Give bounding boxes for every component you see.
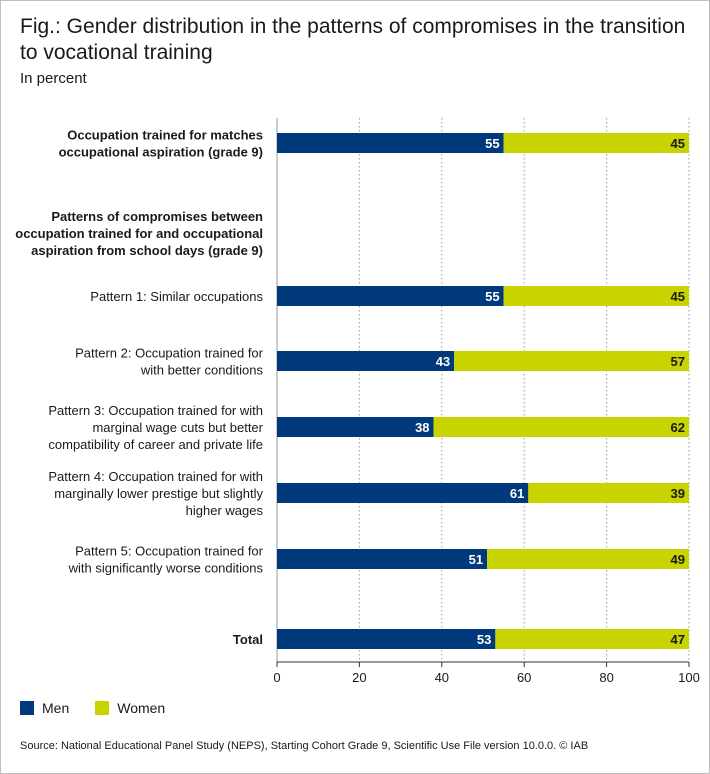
- data-label-men: 38: [415, 420, 429, 435]
- category-label: Pattern 5: Occupation trained for with si…: [68, 544, 264, 576]
- bar-women: [495, 629, 689, 649]
- x-tick-label: 20: [352, 670, 366, 685]
- source-note: Source: National Educational Panel Study…: [20, 740, 589, 752]
- bar-women: [503, 133, 689, 153]
- data-label-women: 39: [671, 486, 685, 501]
- bar-women: [454, 351, 689, 371]
- legend-swatch-women: [95, 701, 110, 715]
- legend-swatch-men: [20, 701, 34, 715]
- data-label-women: 45: [671, 136, 685, 151]
- data-label-men: 51: [469, 552, 483, 567]
- bar-men: [277, 629, 496, 649]
- legend-item-women: Women: [95, 700, 165, 716]
- bar-men: [277, 133, 504, 153]
- data-label-men: 61: [510, 486, 524, 501]
- bar-women: [503, 286, 689, 306]
- data-label-women: 49: [671, 552, 685, 567]
- legend: Men Women: [20, 700, 191, 716]
- category-label: Occupation trained for matches occupation…: [59, 128, 263, 160]
- x-tick-label: 80: [599, 670, 613, 685]
- data-label-women: 47: [671, 632, 685, 647]
- data-label-women: 45: [671, 289, 685, 304]
- bar-women: [487, 549, 689, 569]
- bar-men: [277, 417, 434, 437]
- category-label: Pattern 3: Occupation trained for with ma…: [48, 403, 263, 452]
- category-label: Pattern 4: Occupation trained for with ma…: [48, 469, 263, 518]
- chart-subtitle: In percent: [20, 70, 87, 87]
- bar-men: [277, 286, 504, 306]
- data-label-women: 62: [671, 420, 685, 435]
- data-label-men: 55: [485, 136, 499, 151]
- category-label: Pattern 1: Similar occupations: [90, 289, 263, 304]
- chart-title: Fig.: Gender distribution in the pattern…: [20, 15, 686, 64]
- bar-women: [528, 483, 689, 503]
- legend-label-women: Women: [117, 700, 166, 716]
- bar-women: [433, 417, 689, 437]
- x-tick-label: 60: [517, 670, 531, 685]
- x-tick-label: 0: [273, 670, 280, 685]
- bar-men: [277, 483, 529, 503]
- x-tick-label: 100: [678, 670, 700, 685]
- category-label: Total: [233, 632, 263, 647]
- bar-men: [277, 351, 455, 371]
- data-label-men: 55: [485, 289, 499, 304]
- data-label-men: 53: [477, 632, 491, 647]
- legend-item-men: Men: [20, 700, 69, 716]
- legend-label-men: Men: [42, 700, 70, 716]
- bar-men: [277, 549, 488, 569]
- category-label: Patterns of compromises between occupatio…: [15, 209, 263, 258]
- data-label-men: 43: [436, 354, 450, 369]
- data-label-women: 57: [671, 354, 685, 369]
- category-label: Pattern 2: Occupation trained for with be…: [75, 346, 264, 378]
- x-tick-label: 40: [435, 670, 449, 685]
